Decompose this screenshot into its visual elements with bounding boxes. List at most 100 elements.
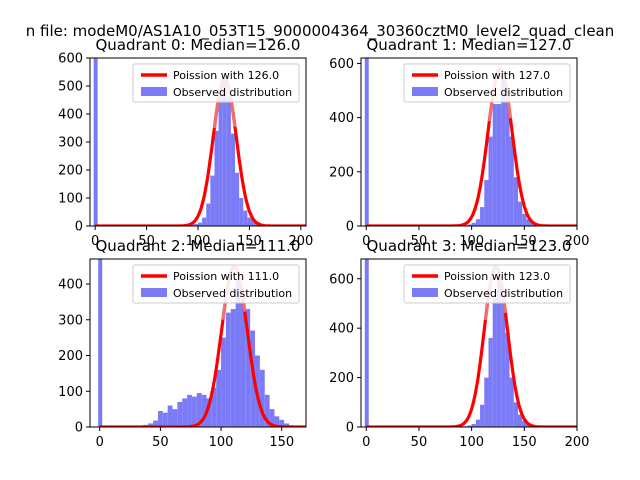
q1-y-tick-label-0: 0 <box>346 220 354 235</box>
q1-hist-bar-8 <box>480 207 485 226</box>
q3-x-tick-label-150: 150 <box>512 435 537 450</box>
q2-hist-bar-25 <box>259 369 265 427</box>
q0-hist-bar-15 <box>239 198 244 226</box>
q2-legend-hist-swatch <box>141 288 167 297</box>
q3-hist-bar-13 <box>513 402 518 427</box>
q3-hist-bar-6 <box>484 377 489 427</box>
q2-hist-bar-5 <box>162 412 168 427</box>
q1-hist-bar-9 <box>484 179 489 226</box>
q3-axes-frame <box>360 258 578 428</box>
q2-legend-box <box>132 264 300 304</box>
q1-x-tick-label-150: 150 <box>512 234 537 249</box>
q3-hist-bar-2 <box>467 425 472 427</box>
q1-hist-bar-18 <box>522 213 527 226</box>
q0-x-tick-label-50: 50 <box>138 234 155 249</box>
q0-hist-bar-8 <box>210 175 215 226</box>
q0-hist-bar-13 <box>230 133 236 226</box>
q3-panel: 0 50 100 150 200 0 200 400 600 Quadrant 3: Median… <box>329 237 589 450</box>
q1-hist-bar-19 <box>526 219 531 226</box>
q3-x-tick-label-50: 50 <box>411 435 428 450</box>
figure-title: n file: modeM0/AS1A10_053T15_9000004364_… <box>26 22 615 41</box>
q2-legend-hist-label: Observed distribution <box>173 287 292 300</box>
q1-hist-bar-14 <box>505 98 510 226</box>
q0-x-tick-label-200: 200 <box>288 234 313 249</box>
q3-x-tick-label-0: 0 <box>362 435 370 450</box>
q2-hist-bar-8 <box>177 401 183 427</box>
q1-hist-bar-15 <box>509 136 514 226</box>
q3-hist-bar-4 <box>475 419 481 427</box>
q2-y-tick-label-200: 200 <box>58 349 83 364</box>
q3-hist-bar-10 <box>501 301 506 427</box>
q1-hist-bar-17 <box>517 201 523 226</box>
q1-hist-bar-13 <box>501 74 506 226</box>
q1-x-tick-label-0: 0 <box>362 234 370 249</box>
q0-x-tick-label-150: 150 <box>237 234 262 249</box>
q1-legend-hist-label: Observed distribution <box>444 86 563 99</box>
q2-hist-bar-3 <box>153 420 158 427</box>
q0-y-tick-label-300: 300 <box>58 136 83 151</box>
q2-hist-bar-2 <box>148 423 154 427</box>
q0-hist-bar-6 <box>202 217 207 226</box>
q0-y-tick-label-0: 0 <box>75 220 83 235</box>
q3-hist-bar-14 <box>517 414 523 427</box>
q2-hist-bar-10 <box>187 394 192 427</box>
q0-hist-bar-4 <box>193 224 198 226</box>
q0-hist-bar-17 <box>247 217 252 226</box>
panels: 0 50 100 150 2000100200300400500600Quadrant … <box>58 36 589 450</box>
q3-legend-fit-label: Poission with 123.0 <box>444 270 550 283</box>
q0-legend-hist-swatch <box>141 87 167 96</box>
q0-zero-spike-bar <box>93 58 98 226</box>
q2-hist-bar-7 <box>172 409 178 427</box>
q1-hist-bar-11 <box>492 104 497 226</box>
q1-y-tick-label-200: 200 <box>329 165 354 180</box>
q2-legend-fit-label: Poission with 111.0 <box>173 270 279 283</box>
q1-x-tick-label-50: 50 <box>411 234 428 249</box>
q3-legend-hist-swatch <box>412 288 438 297</box>
q2-zero-spike-bar <box>98 259 103 427</box>
q0-hist-bar-12 <box>226 97 231 226</box>
q0-legend-hist-label: Observed distribution <box>173 86 292 99</box>
q0-y-tick-label-500: 500 <box>58 80 83 95</box>
q2-y-tick-label-400: 400 <box>58 278 83 293</box>
q0-hist-bar-11 <box>222 80 227 226</box>
q3-legend-hist-label: Observed distribution <box>444 287 563 300</box>
q1-legend-hist-swatch <box>412 87 438 96</box>
q1-axes-frame <box>360 57 578 227</box>
q2-title: Quadrant 2: Median=111.0 <box>96 237 301 255</box>
q2-y-tick-label-300: 300 <box>58 313 83 328</box>
q3-hist-bar-7 <box>488 338 493 427</box>
q2-hist-bar-12 <box>196 393 202 427</box>
q0-y-tick-label-200: 200 <box>58 164 83 179</box>
q3-x-tick-label-100: 100 <box>459 435 484 450</box>
q1-title: Quadrant 1: Median=127.0 <box>367 36 572 54</box>
q2-hist-bar-18 <box>225 312 231 427</box>
q0-x-tick-label-100: 100 <box>186 234 211 249</box>
q1-x-tick-label-100: 100 <box>459 234 484 249</box>
q2-hist-bar-15 <box>211 387 217 427</box>
q3-y-tick-label-200: 200 <box>329 371 354 386</box>
q1-y-tick-label-400: 400 <box>329 111 354 126</box>
q3-y-tick-label-0: 0 <box>346 421 354 436</box>
q0-y-tick-label-600: 600 <box>58 52 83 67</box>
q2-y-tick-label-100: 100 <box>58 385 83 400</box>
q1-hist-bar-16 <box>513 177 518 226</box>
q0-hist-bar-18 <box>251 219 256 226</box>
q2-hist-bar-20 <box>235 276 241 427</box>
q2-y-tick-label-0: 0 <box>75 421 83 436</box>
q3-hist-bar-3 <box>471 424 476 427</box>
q2-hist-bar-6 <box>167 405 173 427</box>
q1-y-tick-label-600: 600 <box>329 57 354 72</box>
q0-panel: 0 50 100 150 200 0 100 200 300 400 500 600 Quadrant … <box>58 36 313 249</box>
q3-zero-spike-bar <box>364 259 369 427</box>
q0-legend-fit-label: Poission with 126.0 <box>173 69 279 82</box>
q2-hist-bar-27 <box>269 409 275 427</box>
q2-hist-bar-4 <box>157 410 163 427</box>
q2-hist-bar-16 <box>216 369 222 427</box>
q1-legend-fit-label: Poission with 127.0 <box>444 69 550 82</box>
q1-hist-bar-12 <box>496 104 502 226</box>
q1-hist-bar-7 <box>475 219 481 226</box>
q1-x-tick-label-200: 200 <box>565 234 590 249</box>
q2-x-tick-label-0: 0 <box>96 435 104 450</box>
q3-legend-box <box>403 264 571 304</box>
